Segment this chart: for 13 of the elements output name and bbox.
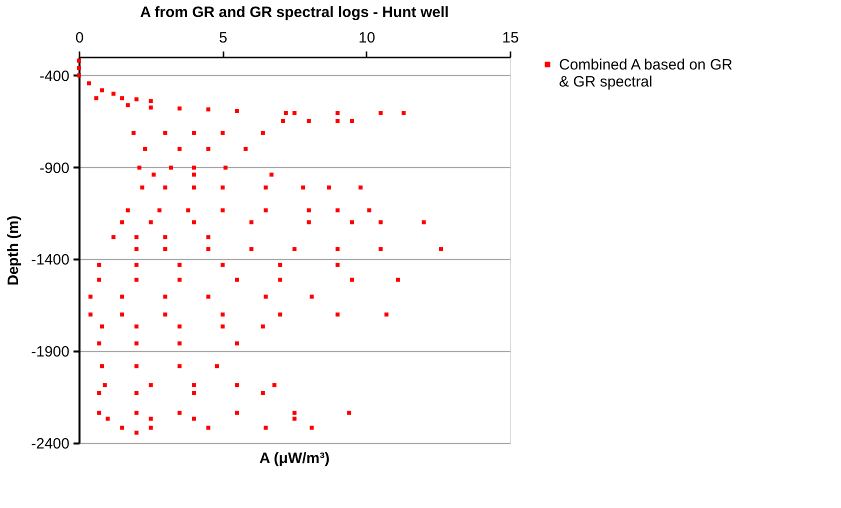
x-axis-title: A (μW/m³) (259, 450, 330, 467)
x-tick-label: 5 (218, 30, 228, 46)
y-tick-label: -900 (39, 160, 70, 177)
y-tick-label: -2400 (31, 436, 70, 452)
x-tick-label: 15 (502, 30, 519, 46)
x-tick-label: 10 (358, 30, 376, 46)
legend-label: Combined A based on GR & GR spectral (559, 56, 733, 90)
x-tick-label: 0 (75, 30, 84, 46)
chart-title: A from GR and GR spectral logs - Hunt well (140, 4, 449, 21)
y-tick-label: -1900 (31, 344, 70, 361)
y-tick-label: -1400 (31, 252, 70, 269)
y-axis-title: Depth (m) (5, 216, 22, 286)
y-tick-label: -400 (39, 68, 70, 85)
